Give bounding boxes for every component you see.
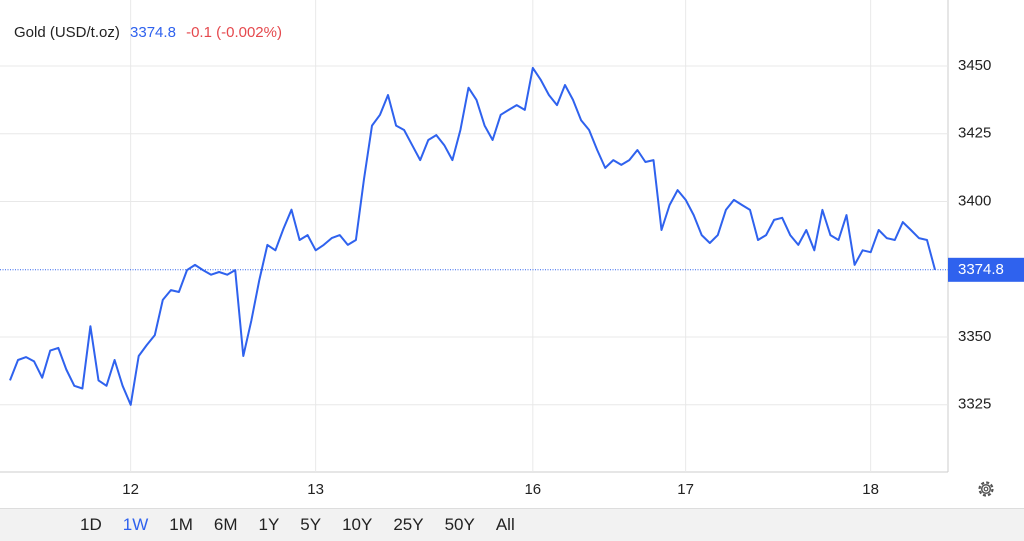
price: 3374.8 [130, 24, 176, 41]
gear-hub [983, 486, 989, 492]
range-button[interactable]: 10Y [342, 515, 373, 534]
last-price-box [948, 257, 1024, 282]
x-tick-label: 17 [677, 481, 694, 498]
x-tick-label: 18 [862, 481, 879, 498]
range-button[interactable]: 25Y [393, 515, 424, 534]
x-tick-label: 13 [307, 481, 324, 498]
y-tick-label: 3425 [958, 125, 991, 142]
instrument-name: Gold (USD/t.oz) [14, 24, 120, 41]
change: -0.1 (-0.002%) [186, 24, 282, 41]
gear-ring [980, 483, 992, 495]
header: Gold (USD/t.oz) 3374.8 -0.1 (-0.002%) [14, 24, 288, 41]
settings-icon[interactable] [978, 481, 994, 497]
x-tick-label: 12 [122, 481, 139, 498]
range-button[interactable]: All [495, 515, 515, 534]
range-button[interactable]: 1D [80, 515, 102, 534]
y-tick-label: 3450 [958, 57, 991, 74]
range-button[interactable]: 1M [169, 515, 193, 534]
range-button[interactable]: 50Y [444, 515, 475, 534]
range-bar: 1D 1W 1M 6M 1Y 5Y 10Y 25Y 50Y All [0, 508, 1024, 541]
range-button[interactable]: 1Y [258, 515, 280, 534]
last-price-label: 3374.8 [958, 261, 1004, 278]
range-button[interactable]: 6M [213, 515, 238, 534]
range-button[interactable]: 5Y [300, 515, 322, 534]
range-button[interactable]: 1W [122, 515, 149, 534]
price-line [9, 66, 936, 406]
chart: 3325 3350 3400 3425 3450 12 13 16 17 18 3374.8 [0, 0, 1024, 498]
y-tick-label: 3350 [958, 328, 991, 345]
y-tick-label: 3325 [958, 396, 991, 413]
y-tick-label: 3400 [958, 192, 991, 209]
gear-teeth [978, 481, 994, 497]
x-tick-label: 16 [524, 481, 541, 498]
